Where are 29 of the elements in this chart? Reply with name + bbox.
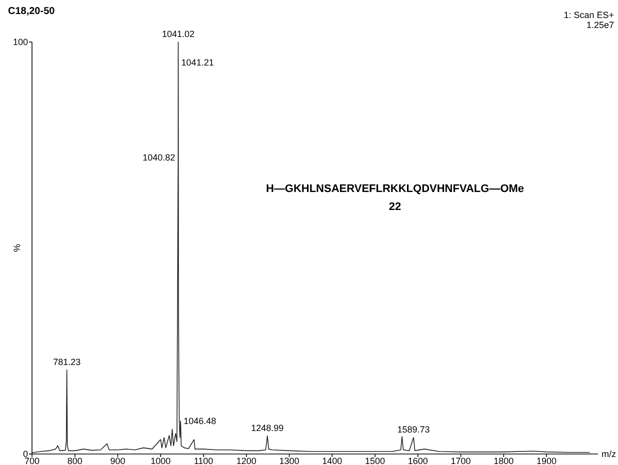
x-tick-label: 700 [24,456,40,465]
x-tick-label: 900 [110,456,126,465]
annotation: 1046.48 [184,416,216,426]
x-axis-title: m/z [602,449,616,459]
annotation: 781.23 [53,356,81,367]
annotation: 1589.73 [397,424,430,435]
x-tick-label: 1300 [279,456,300,465]
x-tick-label: 1700 [450,456,471,465]
x-tick-label: 1800 [494,456,514,465]
y-tick-label: 100 [12,37,28,47]
y-tick-label: 0 [22,449,28,459]
x-tick-label: 1100 [194,456,214,465]
x-tick-label: 1500 [365,456,386,465]
annotation: 22 [388,201,402,213]
x-tick-label: 1400 [322,456,342,465]
annotation: 1040.82 [142,152,176,162]
x-tick-label: 1200 [236,456,256,465]
chart-title: C18,20-50 [8,6,56,17]
annotation: 1041.21 [181,58,214,68]
x-tick-label: 1900 [536,456,557,465]
text: 1.25e7 [586,20,614,30]
annotation: 1248.99 [251,422,284,433]
text: 1: Scan ES+ [564,10,614,20]
annotation: 1041.02 [162,29,194,39]
y-axis-title: % [12,244,22,252]
x-tick-label: 1000 [150,456,171,465]
x-tick-label: 1600 [408,456,428,465]
annotation: H—GKHLNSAERVEFLRKKLQDVHNFVALG—OMe [266,183,524,195]
x-tick-label: 800 [67,456,82,465]
